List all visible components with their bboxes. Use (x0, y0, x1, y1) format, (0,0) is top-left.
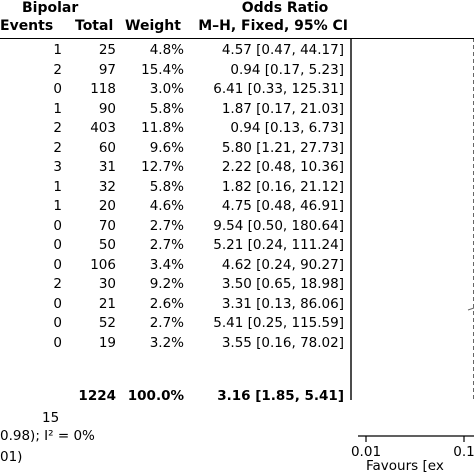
study-total: 90 (98, 100, 116, 117)
study-weight: 9.6% (149, 139, 184, 156)
study-odds-ratio: 3.50 [0.65, 18.98] (221, 276, 344, 292)
study-events: 0 (53, 315, 62, 331)
study-weight: 3.2% (149, 334, 184, 351)
header-rule (0, 38, 474, 40)
weight-column-header: Weight (125, 18, 181, 34)
odds-ratio-header: Odds Ratio (241, 0, 329, 16)
study-total: 403 (90, 120, 116, 136)
study-total: 70 (98, 217, 116, 234)
study-events: 2 (53, 120, 62, 136)
heterogeneity-stats: 0.98); I² = 0% (0, 428, 95, 444)
total-weight: 100.0% (127, 388, 184, 404)
study-odds-ratio: 9.54 [0.50, 180.64] (213, 217, 344, 234)
study-weight: 12.7% (141, 159, 184, 175)
study-weight: 9.2% (149, 276, 184, 292)
mark-fragment (467, 307, 474, 311)
study-events: 2 (53, 276, 62, 292)
x-tick-label: 0.1 (453, 444, 474, 460)
study-weight: 4.6% (149, 198, 184, 214)
study-total: 97 (98, 61, 116, 78)
study-odds-ratio: 4.62 [0.24, 90.27] (221, 256, 344, 273)
study-odds-ratio: 5.80 [1.21, 27.73] (221, 139, 344, 156)
total-column-header: Total (75, 18, 114, 34)
study-total: 31 (98, 159, 116, 175)
study-odds-ratio: 1.87 [0.17, 21.03] (221, 100, 344, 117)
study-events: 0 (53, 81, 62, 97)
study-events: 0 (53, 256, 62, 273)
study-events: 2 (53, 139, 62, 156)
study-events: 0 (53, 237, 62, 253)
study-odds-ratio: 6.41 [0.33, 125.31] (213, 81, 344, 97)
study-weight: 5.8% (149, 100, 184, 117)
study-weight: 2.7% (149, 217, 184, 234)
study-total: 19 (98, 334, 116, 351)
total-odds-ratio: 3.16 [1.85, 5.41] (217, 388, 344, 404)
study-total: 52 (98, 315, 116, 331)
x-tick-label: 0.01 (351, 444, 381, 460)
total-events: 15 (42, 410, 60, 426)
study-odds-ratio: 3.55 [0.16, 78.02] (221, 334, 344, 351)
study-total: 32 (98, 178, 116, 195)
study-odds-ratio: 0.94 [0.13, 6.73] (230, 120, 344, 136)
x-axis-ticks: 0.01 0.1 (351, 436, 474, 460)
study-total: 118 (90, 81, 116, 97)
events-column-header: Events (0, 18, 54, 34)
study-odds-ratio: 2.22 [0.48, 10.36] (221, 159, 344, 175)
study-weight: 15.4% (141, 61, 184, 78)
study-events: 0 (53, 295, 62, 312)
study-odds-ratio: 5.41 [0.25, 115.59] (213, 315, 344, 331)
study-events: 2 (53, 61, 62, 78)
study-events: 0 (53, 334, 62, 351)
study-odds-ratio: 1.82 [0.16, 21.12] (221, 178, 344, 195)
group-header-bipolar: Bipolar (22, 0, 79, 16)
study-events: 1 (53, 100, 62, 117)
study-events: 1 (53, 42, 62, 58)
or-method-header: M–H, Fixed, 95% CI (198, 18, 348, 34)
study-odds-ratio: 5.21 [0.24, 111.24] (213, 237, 344, 253)
overall-effect-test: 01) (0, 449, 23, 465)
study-total: 21 (98, 295, 116, 312)
study-weight: 2.6% (149, 295, 184, 312)
study-odds-ratio: 0.94 [0.17, 5.23] (230, 61, 344, 78)
study-weight: 3.0% (149, 81, 184, 97)
study-weight: 11.8% (141, 120, 184, 136)
study-weight: 2.7% (149, 237, 184, 253)
study-odds-ratio: 4.57 [0.47, 44.17] (221, 42, 344, 58)
study-total: 25 (98, 42, 116, 58)
study-total: 60 (98, 139, 116, 156)
total-participants: 1224 (78, 388, 116, 404)
favours-label: Favours [ex (366, 458, 444, 474)
study-total: 20 (98, 198, 116, 214)
study-weight: 5.8% (149, 178, 184, 195)
study-events: 1 (53, 178, 62, 195)
study-total: 106 (90, 256, 116, 273)
study-weight: 3.4% (149, 256, 184, 273)
study-odds-ratio: 4.75 [0.48, 46.91] (221, 198, 344, 214)
study-weight: 2.7% (149, 315, 184, 331)
study-total: 50 (98, 237, 116, 253)
study-odds-ratio: 3.31 [0.13, 86.06] (221, 295, 344, 312)
study-total: 30 (98, 276, 116, 292)
study-events: 1 (53, 198, 62, 214)
study-weight: 4.8% (149, 42, 184, 58)
study-events: 3 (53, 159, 62, 175)
study-events: 0 (53, 217, 62, 234)
